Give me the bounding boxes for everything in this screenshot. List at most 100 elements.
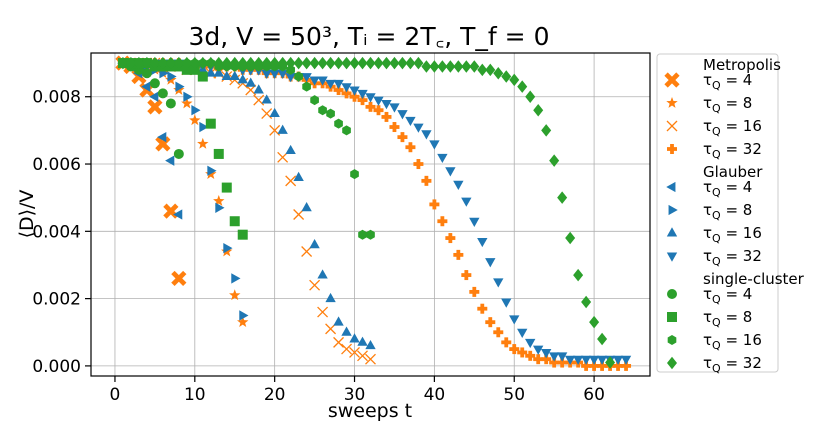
data-point bbox=[485, 258, 496, 268]
data-point bbox=[229, 216, 240, 227]
legend-label-symbol: τ bbox=[703, 247, 712, 265]
data-point bbox=[181, 97, 193, 109]
plus-marker-bar bbox=[365, 104, 376, 109]
plus-marker-bar bbox=[437, 219, 448, 224]
data-point bbox=[221, 70, 232, 81]
legend-label: τQ = 4 bbox=[703, 71, 752, 92]
y-tick-label: 0.008 bbox=[32, 88, 81, 108]
data-point bbox=[342, 125, 351, 136]
data-point bbox=[357, 56, 368, 70]
data-point bbox=[147, 99, 163, 115]
legend-label-value: = 4 bbox=[721, 71, 753, 89]
data-point bbox=[421, 130, 432, 140]
legend-group-header: Metropolis bbox=[703, 56, 781, 74]
legend-marker bbox=[667, 335, 677, 345]
legend-label-value: = 16 bbox=[721, 224, 762, 242]
data-point bbox=[173, 148, 184, 159]
data-point bbox=[612, 355, 624, 365]
data-point bbox=[277, 69, 288, 79]
plus-marker-bar bbox=[357, 98, 368, 103]
legend-group-header: single-cluster bbox=[703, 270, 805, 288]
legend-marker bbox=[666, 227, 678, 237]
data-point bbox=[533, 103, 544, 117]
data-point bbox=[429, 140, 440, 150]
legend-label: τQ = 8 bbox=[703, 94, 752, 115]
data-point bbox=[157, 131, 167, 143]
data-point bbox=[175, 81, 185, 92]
legend-label: τQ = 8 bbox=[703, 308, 752, 329]
legend-label: τQ = 16 bbox=[703, 331, 762, 352]
x-marker-stroke bbox=[365, 353, 376, 365]
data-point bbox=[334, 118, 343, 129]
plus-marker-bar bbox=[501, 340, 512, 345]
data-point bbox=[317, 306, 329, 318]
data-point bbox=[317, 76, 328, 86]
data-point bbox=[141, 81, 151, 92]
data-point bbox=[397, 110, 408, 120]
legend-label-subscript: Q bbox=[712, 209, 721, 222]
x-marker-stroke bbox=[664, 72, 680, 88]
legend-label-symbol: τ bbox=[703, 117, 712, 135]
data-point bbox=[493, 66, 504, 80]
plus-marker-bar bbox=[389, 125, 400, 129]
data-point bbox=[461, 270, 472, 281]
data-point bbox=[253, 56, 264, 70]
data-point bbox=[469, 60, 480, 73]
legend-label-symbol: τ bbox=[703, 308, 712, 326]
data-point bbox=[317, 56, 328, 70]
series-11 bbox=[117, 56, 616, 369]
data-point bbox=[229, 56, 240, 70]
legend-group-header: Glauber bbox=[703, 163, 763, 181]
legend-marker bbox=[666, 97, 678, 108]
data-point bbox=[389, 103, 400, 113]
data-point bbox=[588, 355, 600, 365]
data-point bbox=[620, 355, 632, 365]
plus-marker-bar bbox=[589, 364, 600, 368]
data-point bbox=[597, 332, 608, 346]
data-point bbox=[501, 298, 512, 308]
legend-label-symbol: τ bbox=[703, 201, 712, 219]
data-point bbox=[373, 96, 384, 106]
data-point bbox=[349, 91, 360, 102]
data-point bbox=[477, 303, 488, 314]
legend-label: τQ = 32 bbox=[703, 140, 762, 161]
data-point bbox=[149, 56, 160, 70]
x-marker-stroke bbox=[147, 99, 163, 115]
data-point bbox=[469, 286, 480, 297]
legend-label-subscript: Q bbox=[712, 339, 721, 352]
data-point bbox=[509, 73, 520, 87]
data-point bbox=[389, 122, 400, 133]
y-tick-label: 0.002 bbox=[32, 290, 81, 310]
legend-label-value: = 4 bbox=[721, 178, 753, 196]
data-point bbox=[477, 237, 488, 248]
data-point bbox=[325, 56, 336, 70]
legend-label-subscript: Q bbox=[712, 186, 721, 199]
data-point bbox=[357, 350, 368, 362]
y-axis-label: ⟨D⟩/V bbox=[16, 190, 38, 239]
data-point bbox=[469, 217, 480, 227]
x-marker-stroke bbox=[253, 94, 265, 106]
data-point bbox=[341, 56, 352, 70]
data-point bbox=[556, 352, 568, 362]
x-tick-label: 40 bbox=[424, 385, 446, 405]
x-marker-stroke bbox=[163, 203, 179, 219]
data-point bbox=[349, 346, 360, 358]
data-point bbox=[205, 118, 216, 129]
plus-marker-bar bbox=[445, 236, 456, 240]
legend-label-subscript: Q bbox=[712, 316, 721, 329]
data-point bbox=[239, 310, 249, 321]
plus-marker-bar bbox=[525, 353, 536, 358]
data-point bbox=[501, 337, 512, 348]
data-point bbox=[477, 63, 488, 77]
data-point bbox=[269, 56, 280, 70]
plus-marker-bar bbox=[469, 289, 480, 294]
data-point bbox=[237, 74, 248, 84]
data-point bbox=[157, 88, 168, 99]
legend-label: τQ = 32 bbox=[703, 247, 762, 268]
x-marker-stroke bbox=[269, 124, 281, 136]
data-point bbox=[231, 273, 241, 284]
data-point bbox=[349, 333, 360, 343]
plus-marker-bar bbox=[667, 147, 677, 151]
legend-label: τQ = 4 bbox=[703, 285, 752, 306]
